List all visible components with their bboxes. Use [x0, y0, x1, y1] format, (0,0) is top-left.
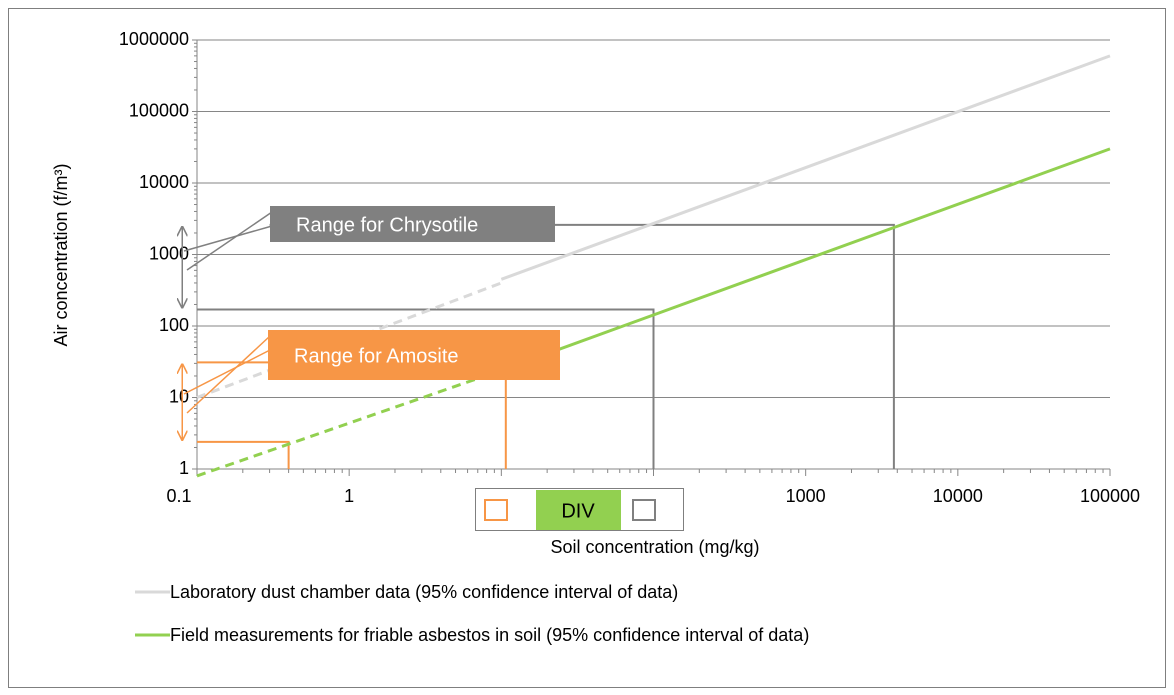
callout-line	[186, 211, 273, 271]
y-tick-label: 10000	[139, 172, 189, 192]
overlay-swatch	[632, 499, 656, 521]
annotation-text: Range for Chrysotile	[296, 214, 478, 236]
y-tick-label: 1000000	[119, 29, 189, 49]
callout-line	[183, 349, 271, 395]
y-tick-label: 10	[169, 386, 189, 406]
x-tick-label: 100000	[1080, 486, 1140, 506]
annotation-text: Range for Amosite	[294, 345, 459, 367]
callout-line	[183, 225, 273, 252]
callout-line	[186, 335, 271, 414]
extrapolation-line	[196, 281, 502, 399]
x-tick-label: 1000	[786, 486, 826, 506]
overlay-swatch	[536, 490, 621, 530]
x-tick-label: 10000	[933, 486, 983, 506]
chart-border	[8, 8, 1166, 688]
x-tick-label: 0.1	[166, 486, 191, 506]
y-tick-label: 100000	[129, 100, 189, 120]
overlay-swatch	[484, 499, 508, 521]
legend-label: Laboratory dust chamber data (95% confid…	[170, 582, 678, 602]
annotation-box	[270, 206, 555, 242]
extrapolation-line	[196, 368, 502, 478]
y-axis-label: Air concentration (f/m³)	[51, 163, 71, 346]
x-axis-label: Soil concentration (mg/kg)	[550, 537, 759, 557]
legend-label: Field measurements for friable asbestos …	[170, 625, 809, 645]
reference-line	[197, 308, 655, 469]
y-tick-label: 100	[159, 315, 189, 335]
x-tick-label: 1	[344, 486, 354, 506]
y-tick-label: 1	[179, 458, 189, 478]
series-line	[500, 54, 1111, 281]
series-line	[500, 147, 1111, 372]
overlay-label: DIV	[561, 500, 595, 522]
annotation-box	[268, 330, 560, 380]
reference-line	[197, 440, 290, 469]
